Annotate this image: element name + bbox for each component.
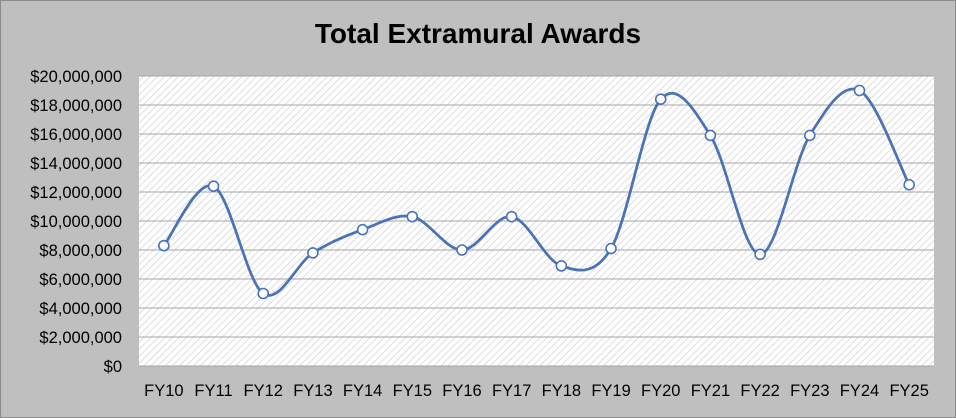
x-tick-label: FY19 xyxy=(591,382,630,400)
x-axis-tick-labels: FY10 FY11 FY12 FY13 FY14 FY15 FY16 FY17 FY18 FY19… xyxy=(144,382,929,400)
x-tick-label: FY12 xyxy=(244,382,283,400)
y-tick-label: $20,000,000 xyxy=(30,68,122,86)
data-point-marker xyxy=(654,93,667,105)
y-tick-label: $18,000,000 xyxy=(30,97,122,115)
x-tick-label: FY24 xyxy=(840,382,879,400)
data-point-marker xyxy=(903,178,915,191)
x-tick-label: FY18 xyxy=(542,382,581,400)
data-point-marker xyxy=(158,239,170,252)
x-tick-label: FY20 xyxy=(641,382,680,400)
y-axis-tick-labels: $0 $2,000,000 $4,000,000 $6,000,000 $8,000,0… xyxy=(30,68,122,376)
x-tick-label: FY16 xyxy=(442,382,481,400)
x-tick-label: FY13 xyxy=(293,382,332,400)
chart-title: Total Extramural Awards xyxy=(315,18,641,49)
x-tick-label: FY21 xyxy=(691,382,730,400)
data-point-marker xyxy=(555,260,568,272)
x-tick-label: FY14 xyxy=(343,382,382,400)
x-tick-label: FY17 xyxy=(492,382,531,400)
x-tick-label: FY22 xyxy=(740,382,779,400)
data-point-marker xyxy=(505,210,518,223)
y-tick-label: $14,000,000 xyxy=(30,155,122,173)
data-point-marker xyxy=(803,129,816,142)
y-tick-label: $2,000,000 xyxy=(39,329,122,347)
x-tick-label: FY11 xyxy=(194,382,232,400)
y-tick-label: $8,000,000 xyxy=(39,242,122,260)
y-tick-label: $0 xyxy=(104,358,122,376)
y-tick-label: $4,000,000 xyxy=(39,300,122,318)
x-tick-label: FY10 xyxy=(144,382,183,400)
gridlines xyxy=(139,75,934,367)
data-point-marker xyxy=(754,248,766,261)
y-tick-label: $16,000,000 xyxy=(30,126,122,144)
data-point-marker xyxy=(257,287,270,300)
y-tick-label: $10,000,000 xyxy=(30,213,122,231)
x-tick-label: FY23 xyxy=(790,382,829,400)
data-point-marker xyxy=(605,242,617,255)
data-point-marker xyxy=(853,84,866,97)
data-point-marker xyxy=(207,180,220,192)
data-point-marker xyxy=(456,244,468,256)
x-tick-label: FY25 xyxy=(889,382,928,400)
y-tick-label: $12,000,000 xyxy=(30,184,122,202)
data-point-marker xyxy=(704,129,717,142)
data-point-markers xyxy=(158,84,915,300)
data-point-marker xyxy=(406,210,419,223)
data-point-marker xyxy=(307,247,319,259)
data-point-marker xyxy=(356,223,369,236)
x-tick-label: FY15 xyxy=(393,382,432,400)
y-tick-label: $6,000,000 xyxy=(39,271,122,289)
